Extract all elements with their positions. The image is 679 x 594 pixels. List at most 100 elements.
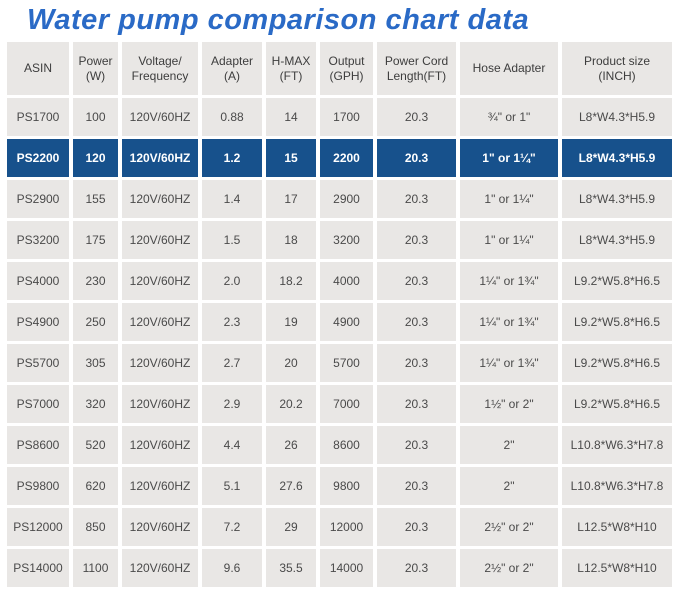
cell-adapter: 2.9 bbox=[202, 385, 262, 423]
cell-size: L9.2*W5.8*H6.5 bbox=[562, 385, 672, 423]
cell-hose: 2" bbox=[460, 426, 558, 464]
table-row-ps3200: PS3200 175 120V/60HZ 1.5 18 3200 20.3 1" or 1¼"… bbox=[7, 221, 672, 259]
cell-asin: PS8600 bbox=[7, 426, 69, 464]
cell-hmax: 35.5 bbox=[266, 549, 316, 587]
cell-output: 2200 bbox=[320, 139, 373, 177]
cell-asin: PS2900 bbox=[7, 180, 69, 218]
cell-power: 305 bbox=[73, 344, 118, 382]
cell-size: L8*W4.3*H5.9 bbox=[562, 180, 672, 218]
column-header-power: Power (W) bbox=[73, 42, 118, 95]
cell-power: 320 bbox=[73, 385, 118, 423]
cell-cord: 20.3 bbox=[377, 385, 456, 423]
table-row-ps5700: PS5700 305 120V/60HZ 2.7 20 5700 20.3 1¼" or 1¾… bbox=[7, 344, 672, 382]
cell-output: 7000 bbox=[320, 385, 373, 423]
column-header-cord: Power Cord Length(FT) bbox=[377, 42, 456, 95]
cell-adapter: 1.4 bbox=[202, 180, 262, 218]
cell-cord: 20.3 bbox=[377, 303, 456, 341]
cell-size: L12.5*W8*H10 bbox=[562, 549, 672, 587]
table-row-ps4900: PS4900 250 120V/60HZ 2.3 19 4900 20.3 1¼" or 1¾… bbox=[7, 303, 672, 341]
table-row-ps7000: PS7000 320 120V/60HZ 2.9 20.2 7000 20.3 1½" or … bbox=[7, 385, 672, 423]
cell-voltage: 120V/60HZ bbox=[122, 262, 198, 300]
cell-adapter: 0.88 bbox=[202, 98, 262, 136]
cell-hmax: 27.6 bbox=[266, 467, 316, 505]
cell-cord: 20.3 bbox=[377, 98, 456, 136]
cell-adapter: 1.5 bbox=[202, 221, 262, 259]
cell-output: 1700 bbox=[320, 98, 373, 136]
column-header-asin: ASIN bbox=[7, 42, 69, 95]
table-row-ps2900: PS2900 155 120V/60HZ 1.4 17 2900 20.3 1" or 1¼"… bbox=[7, 180, 672, 218]
cell-hose: 2" bbox=[460, 467, 558, 505]
cell-voltage: 120V/60HZ bbox=[122, 98, 198, 136]
column-header-adapter: Adapter (A) bbox=[202, 42, 262, 95]
cell-size: L10.8*W6.3*H7.8 bbox=[562, 467, 672, 505]
cell-output: 8600 bbox=[320, 426, 373, 464]
cell-voltage: 120V/60HZ bbox=[122, 303, 198, 341]
table-header: ASIN Power (W) Voltage/ Frequency Adapter (… bbox=[7, 42, 672, 95]
cell-size: L8*W4.3*H5.9 bbox=[562, 139, 672, 177]
cell-hmax: 14 bbox=[266, 98, 316, 136]
cell-power: 100 bbox=[73, 98, 118, 136]
cell-voltage: 120V/60HZ bbox=[122, 180, 198, 218]
cell-output: 3200 bbox=[320, 221, 373, 259]
cell-asin: PS7000 bbox=[7, 385, 69, 423]
cell-adapter: 2.7 bbox=[202, 344, 262, 382]
cell-hose: 1" or 1¼" bbox=[460, 139, 558, 177]
cell-output: 4000 bbox=[320, 262, 373, 300]
cell-cord: 20.3 bbox=[377, 549, 456, 587]
cell-power: 850 bbox=[73, 508, 118, 546]
cell-voltage: 120V/60HZ bbox=[122, 385, 198, 423]
cell-power: 155 bbox=[73, 180, 118, 218]
cell-cord: 20.3 bbox=[377, 180, 456, 218]
cell-voltage: 120V/60HZ bbox=[122, 426, 198, 464]
cell-size: L9.2*W5.8*H6.5 bbox=[562, 303, 672, 341]
table-body: PS1700 100 120V/60HZ 0.88 14 1700 20.3 ¾" or 1"… bbox=[7, 98, 672, 587]
table-row-ps4000: PS4000 230 120V/60HZ 2.0 18.2 4000 20.3 1¼" or … bbox=[7, 262, 672, 300]
cell-cord: 20.3 bbox=[377, 139, 456, 177]
cell-hose: 1¼" or 1¾" bbox=[460, 344, 558, 382]
cell-asin: PS3200 bbox=[7, 221, 69, 259]
cell-asin: PS12000 bbox=[7, 508, 69, 546]
cell-voltage: 120V/60HZ bbox=[122, 508, 198, 546]
cell-hmax: 20.2 bbox=[266, 385, 316, 423]
column-header-output: Output (GPH) bbox=[320, 42, 373, 95]
cell-hose: 2½" or 2" bbox=[460, 549, 558, 587]
cell-hmax: 18.2 bbox=[266, 262, 316, 300]
cell-size: L12.5*W8*H10 bbox=[562, 508, 672, 546]
cell-asin: PS4000 bbox=[7, 262, 69, 300]
cell-cord: 20.3 bbox=[377, 221, 456, 259]
cell-hmax: 19 bbox=[266, 303, 316, 341]
cell-output: 2900 bbox=[320, 180, 373, 218]
cell-hmax: 18 bbox=[266, 221, 316, 259]
cell-output: 9800 bbox=[320, 467, 373, 505]
cell-hose: 1" or 1¼" bbox=[460, 221, 558, 259]
cell-output: 4900 bbox=[320, 303, 373, 341]
cell-cord: 20.3 bbox=[377, 344, 456, 382]
cell-voltage: 120V/60HZ bbox=[122, 549, 198, 587]
cell-hose: 1½" or 2" bbox=[460, 385, 558, 423]
cell-asin: PS14000 bbox=[7, 549, 69, 587]
cell-cord: 20.3 bbox=[377, 508, 456, 546]
cell-power: 520 bbox=[73, 426, 118, 464]
cell-hmax: 20 bbox=[266, 344, 316, 382]
cell-hmax: 26 bbox=[266, 426, 316, 464]
cell-size: L9.2*W5.8*H6.5 bbox=[562, 344, 672, 382]
pump-comparison-table: ASIN Power (W) Voltage/ Frequency Adapter (… bbox=[3, 39, 676, 590]
cell-size: L9.2*W5.8*H6.5 bbox=[562, 262, 672, 300]
column-header-hmax: H-MAX (FT) bbox=[266, 42, 316, 95]
table-row-ps1700: PS1700 100 120V/60HZ 0.88 14 1700 20.3 ¾" or 1"… bbox=[7, 98, 672, 136]
column-header-hose: Hose Adapter bbox=[460, 42, 558, 95]
cell-hose: ¾" or 1" bbox=[460, 98, 558, 136]
cell-voltage: 120V/60HZ bbox=[122, 344, 198, 382]
cell-hmax: 17 bbox=[266, 180, 316, 218]
cell-hmax: 29 bbox=[266, 508, 316, 546]
cell-power: 230 bbox=[73, 262, 118, 300]
cell-adapter: 2.3 bbox=[202, 303, 262, 341]
table-row-ps9800: PS9800 620 120V/60HZ 5.1 27.6 9800 20.3 2" L10.8… bbox=[7, 467, 672, 505]
cell-power: 120 bbox=[73, 139, 118, 177]
cell-size: L8*W4.3*H5.9 bbox=[562, 98, 672, 136]
cell-output: 5700 bbox=[320, 344, 373, 382]
cell-cord: 20.3 bbox=[377, 426, 456, 464]
cell-output: 14000 bbox=[320, 549, 373, 587]
cell-size: L8*W4.3*H5.9 bbox=[562, 221, 672, 259]
cell-power: 1100 bbox=[73, 549, 118, 587]
